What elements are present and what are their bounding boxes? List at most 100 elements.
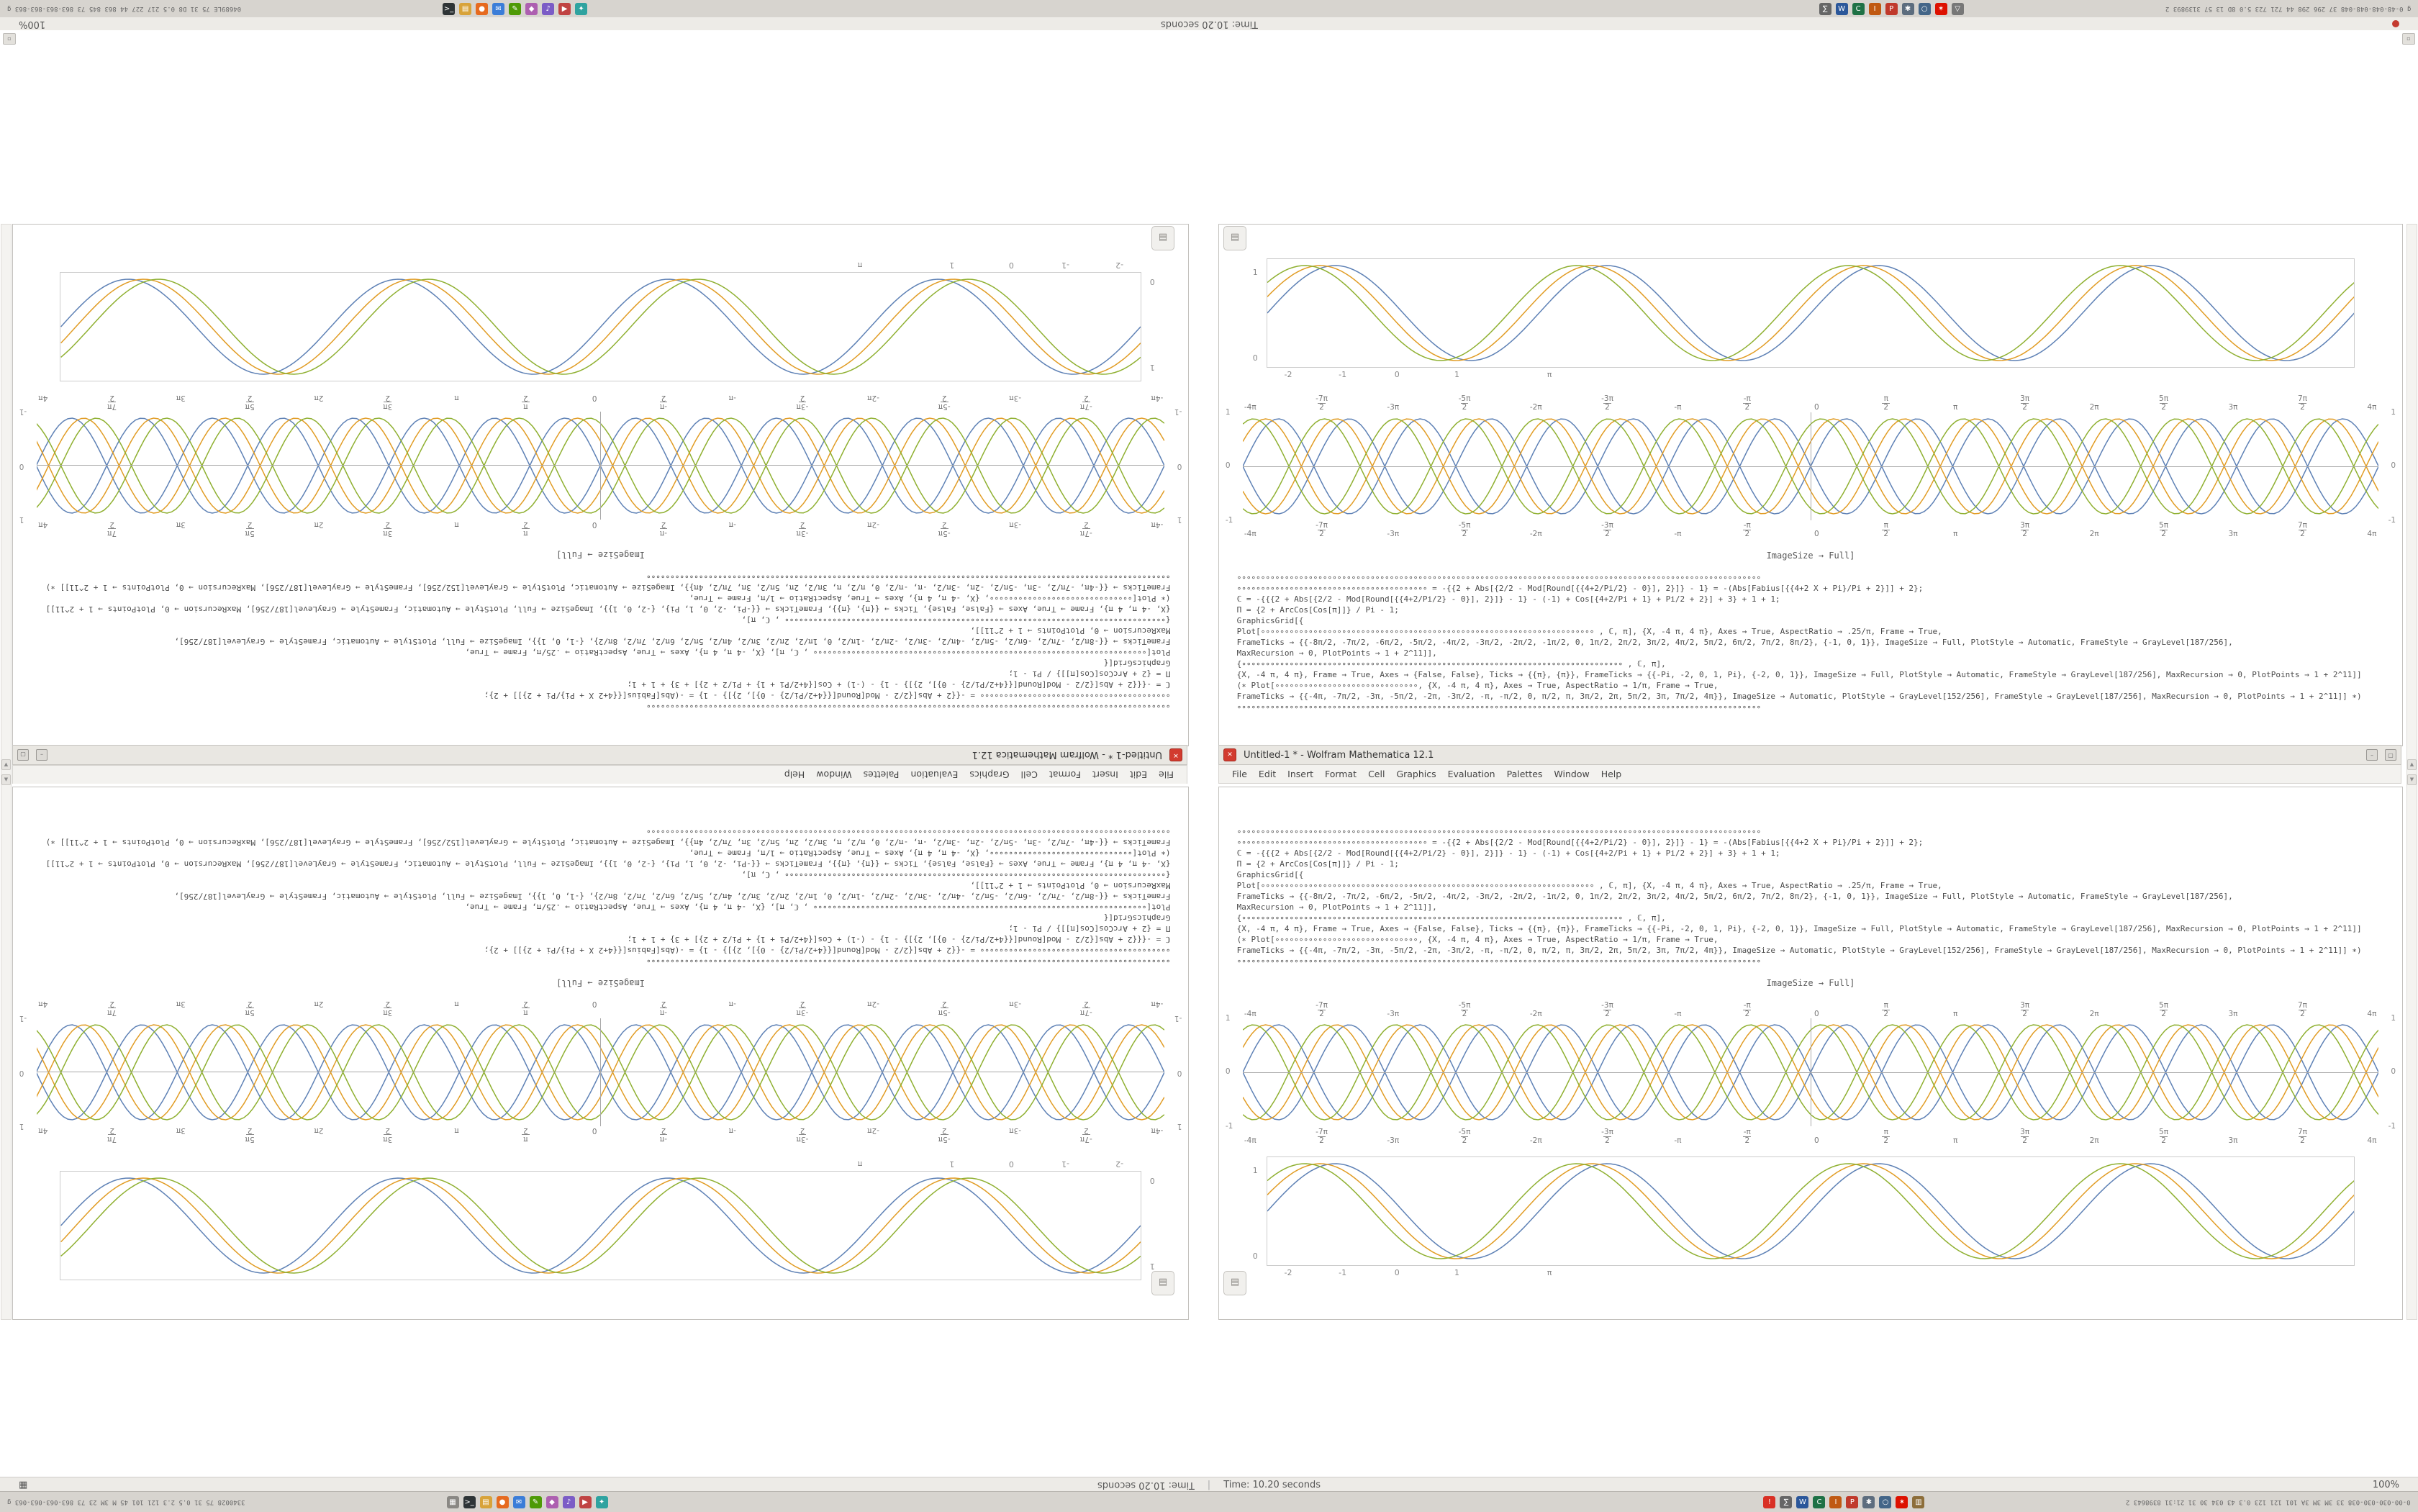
scrollbar-right[interactable]: ▲ ▼	[2406, 224, 2417, 1320]
music-icon[interactable]: ♪	[562, 1495, 575, 1508]
status-gear-icon[interactable]: ▦	[19, 1479, 28, 1490]
menu-palettes[interactable]: Palettes	[1506, 769, 1543, 779]
menu-edit[interactable]: Edit	[1129, 769, 1148, 780]
editor-icon[interactable]: ✎	[509, 2, 522, 15]
calculator-icon[interactable]: ∑	[1780, 1495, 1793, 1508]
settings-icon[interactable]: ✱	[1862, 1495, 1875, 1508]
menu-file[interactable]: File	[1159, 769, 1174, 780]
presentation-icon[interactable]: I	[1829, 1495, 1842, 1508]
fraction-numerator: 7π	[2297, 1127, 2307, 1136]
titlebar-right[interactable]: ✕ Untitled-1 * - Wolfram Mathematica 12.…	[1218, 745, 2401, 765]
maximize-icon[interactable]: ▢	[2385, 749, 2396, 761]
menu-window[interactable]: Window	[816, 769, 852, 780]
scroll-up-icon[interactable]: ▲	[2407, 759, 2417, 770]
code-line: {X, -4 π, 4 π}, Frame → True, Axes → {Fa…	[45, 605, 1171, 615]
menu-window[interactable]: Window	[1554, 769, 1590, 779]
axis-tick-label: -4π	[1151, 1126, 1164, 1136]
notebook-tab-button[interactable]: ▤	[1223, 1271, 1246, 1295]
calculator-icon[interactable]: ∑	[1819, 2, 1831, 15]
minimize-icon[interactable]: –	[36, 749, 47, 761]
chat-icon[interactable]: ✦	[575, 2, 588, 15]
terminal-icon[interactable]: >_	[463, 1495, 476, 1508]
show-desktop-icon[interactable]: ▦	[446, 1495, 459, 1508]
clock-tray-text: 0-00-030-030-038 33 3M 3M 3A 101 121 123…	[2126, 1498, 2411, 1506]
menu-insert[interactable]: Insert	[1092, 769, 1118, 780]
menu-edit[interactable]: Edit	[1258, 769, 1277, 779]
menu-format[interactable]: Format	[1049, 769, 1081, 780]
code-cell[interactable]: ∘∘∘∘∘∘∘∘∘∘∘∘∘∘∘∘∘∘∘∘∘∘∘∘∘∘∘∘∘∘∘∘∘∘∘∘∘∘∘∘…	[31, 572, 1171, 712]
scrollbar-left[interactable]: ▲ ▼	[1, 224, 12, 1320]
chat-icon[interactable]: ✦	[595, 1495, 608, 1508]
browser-icon[interactable]: ●	[496, 1495, 509, 1508]
pdf-icon[interactable]: P	[1846, 1495, 1859, 1508]
notebook-tab-button[interactable]: ▤	[1223, 226, 1246, 250]
pdf-icon[interactable]: P	[1885, 2, 1898, 15]
menu-graphics[interactable]: Graphics	[969, 769, 1010, 780]
minimize-icon[interactable]: –	[2366, 749, 2378, 761]
code-line: MaxRecursion → 0, PlotPoints → 1 + 2^11]…	[970, 881, 1171, 890]
code-cell[interactable]: ∘∘∘∘∘∘∘∘∘∘∘∘∘∘∘∘∘∘∘∘∘∘∘∘∘∘∘∘∘∘∘∘∘∘∘∘∘∘∘∘…	[1237, 572, 2385, 712]
menu-graphics[interactable]: Graphics	[1396, 769, 1436, 779]
axis-tick-label: 7π 2	[2297, 1001, 2307, 1018]
writer-icon[interactable]: W	[1835, 2, 1848, 15]
files-icon[interactable]: ▤	[479, 1495, 492, 1508]
image-viewer-icon[interactable]: ◆	[545, 1495, 558, 1508]
menu-palettes[interactable]: Palettes	[863, 769, 900, 780]
editor-icon[interactable]: ✎	[529, 1495, 542, 1508]
search-icon[interactable]: ○	[1918, 2, 1931, 15]
close-icon[interactable]: ✕	[1223, 748, 1236, 761]
trash-icon[interactable]: ▽	[1951, 2, 1964, 15]
menu-file[interactable]: File	[1232, 769, 1247, 779]
menu-insert[interactable]: Insert	[1287, 769, 1313, 779]
maximize-icon[interactable]: ▢	[17, 749, 29, 761]
code-cell[interactable]: ∘∘∘∘∘∘∘∘∘∘∘∘∘∘∘∘∘∘∘∘∘∘∘∘∘∘∘∘∘∘∘∘∘∘∘∘∘∘∘∘…	[31, 826, 1171, 966]
menu-evaluation[interactable]: Evaluation	[1447, 769, 1495, 779]
spreadsheet-icon[interactable]: C	[1852, 2, 1865, 15]
notebook-tab-button[interactable]: ▤	[1151, 1271, 1174, 1295]
menu-evaluation[interactable]: Evaluation	[910, 769, 959, 780]
close-icon[interactable]: ✕	[1169, 748, 1182, 761]
image-viewer-icon[interactable]: ◆	[525, 2, 538, 15]
browser-icon[interactable]: ●	[476, 2, 489, 15]
files-icon[interactable]: ▤	[459, 2, 472, 15]
fraction-denominator: 2	[1082, 1000, 1090, 1009]
axis-tick-label: π	[1953, 1136, 1958, 1145]
notebook-tab-button[interactable]: ▤	[1151, 226, 1174, 250]
menu-help[interactable]: Help	[784, 769, 805, 780]
notebook-pane-bottom-right: ∘∘∘∘∘∘∘∘∘∘∘∘∘∘∘∘∘∘∘∘∘∘∘∘∘∘∘∘∘∘∘∘∘∘∘∘∘∘∘∘…	[1218, 787, 2403, 1320]
scroll-down-icon[interactable]: ▼	[1, 774, 11, 785]
archive-icon[interactable]: ▥	[1912, 1495, 1925, 1508]
video-icon[interactable]: ▶	[579, 1495, 592, 1508]
axis-tick-label: -2π	[1529, 530, 1542, 539]
scroll-down-icon[interactable]: ▼	[2407, 774, 2417, 785]
code-line: ℂ = -{{{2 + Abs[{2/2 - Mod[Round[{{4+2/P…	[1236, 594, 1780, 604]
scroll-up-icon[interactable]: ▲	[1, 759, 11, 770]
search-icon[interactable]: ○	[1879, 1495, 1892, 1508]
notification-icon[interactable]: !	[1763, 1495, 1776, 1508]
window-edge-button[interactable]: ▫	[2402, 33, 2415, 45]
mathematica-icon[interactable]: ✶	[1934, 2, 1947, 15]
terminal-icon[interactable]: >_	[443, 2, 456, 15]
code-line: ∘∘∘∘∘∘∘∘∘∘∘∘∘∘∘∘∘∘∘∘∘∘∘∘∘∘∘∘∘∘∘∘∘∘∘∘∘∘∘∘…	[1236, 956, 1762, 966]
mail-icon[interactable]: ✉	[512, 1495, 525, 1508]
menu-cell[interactable]: Cell	[1020, 769, 1038, 780]
writer-icon[interactable]: W	[1796, 1495, 1809, 1508]
mail-icon[interactable]: ✉	[492, 2, 505, 15]
fraction-numerator: -3π	[796, 402, 809, 411]
titlebar-left[interactable]: ✕ Untitled-1 * - Wolfram Mathematica 12.…	[12, 745, 1187, 765]
axis-tick-label: -2	[1284, 369, 1292, 379]
zoom-level[interactable]: 100%	[2372, 1479, 2399, 1490]
menu-format[interactable]: Format	[1325, 769, 1357, 779]
video-icon[interactable]: ▶	[558, 2, 571, 15]
menu-help[interactable]: Help	[1600, 769, 1622, 779]
axis-tick-label: 7π 2	[107, 1126, 117, 1144]
presentation-icon[interactable]: I	[1868, 2, 1881, 15]
spreadsheet-icon[interactable]: C	[1813, 1495, 1826, 1508]
zoom-level[interactable]: 100%	[19, 18, 46, 30]
music-icon[interactable]: ♪	[542, 2, 555, 15]
mathematica-icon[interactable]: ✶	[1896, 1495, 1908, 1508]
code-cell[interactable]: ∘∘∘∘∘∘∘∘∘∘∘∘∘∘∘∘∘∘∘∘∘∘∘∘∘∘∘∘∘∘∘∘∘∘∘∘∘∘∘∘…	[1237, 826, 2385, 966]
window-edge-button[interactable]: ▫	[3, 33, 16, 45]
menu-cell[interactable]: Cell	[1368, 769, 1385, 779]
settings-icon[interactable]: ✱	[1901, 2, 1914, 15]
